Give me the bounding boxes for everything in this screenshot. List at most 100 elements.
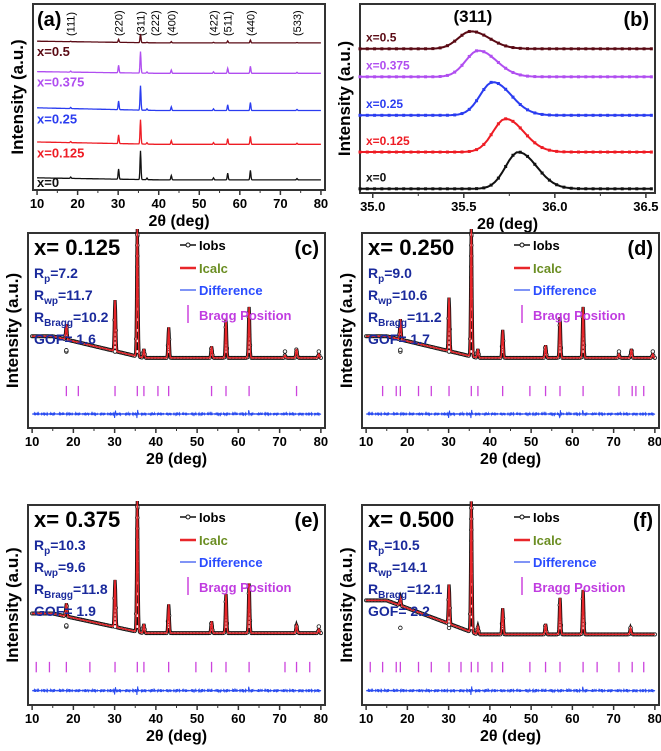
fit-statistic-subscript: wp	[377, 568, 392, 579]
x-tick-label: 70	[272, 711, 286, 726]
data-point	[613, 75, 617, 79]
fit-statistic: GOF= 1.7	[368, 331, 430, 347]
data-point	[642, 113, 646, 117]
data-point	[591, 75, 595, 79]
panel-label: (a)	[37, 9, 61, 31]
panel-c: 10 20 30 40 50 60 70 80 2θ (deg) Intensity (a.u.)…	[3, 228, 328, 468]
legend-difference-label: Difference	[533, 283, 597, 298]
series-label: x=0.375	[366, 59, 410, 73]
data-point	[584, 150, 588, 154]
fit-statistic-value: =9.0	[384, 265, 412, 281]
series-label: x=0.125	[366, 134, 410, 148]
x-axis-label: 2θ (deg)	[146, 451, 207, 468]
legend-icalc-label: Icalc	[533, 533, 562, 548]
data-point	[424, 47, 428, 51]
y-axis-label: Intensity (a.u.)	[335, 41, 354, 156]
data-point	[591, 150, 595, 154]
data-point	[365, 187, 369, 191]
legend-iobs-marker	[185, 514, 191, 520]
legend-difference-label: Difference	[199, 555, 263, 570]
legend-icalc-label: Icalc	[199, 533, 228, 548]
fit-statistic: RBragg=10.2	[34, 309, 109, 329]
data-point	[394, 75, 398, 79]
data-point	[394, 47, 398, 51]
fit-statistic-subscript: Bragg	[378, 590, 407, 601]
data-point	[489, 80, 493, 84]
x-tick-label: 50	[524, 434, 538, 449]
panel-f: 10 20 30 40 50 60 70 80 2θ (deg) Intensity (a.u.)…	[337, 501, 661, 745]
data-point	[402, 187, 406, 191]
data-point	[467, 54, 471, 58]
data-point	[598, 150, 602, 154]
x-tick-label: 40	[483, 434, 497, 449]
hkl-label: (220)	[114, 10, 126, 36]
data-point	[540, 146, 544, 150]
fit-statistic: Rwp=11.7	[34, 287, 93, 307]
iobs-point	[64, 623, 69, 628]
x-axis-label: 2θ (deg)	[477, 216, 538, 233]
data-point	[409, 187, 413, 191]
hkl-label: (511)	[223, 11, 235, 36]
hkl-label: (222)	[150, 10, 162, 36]
data-point	[635, 113, 639, 117]
data-point	[482, 88, 486, 92]
x-tick-label: 80	[314, 434, 328, 449]
data-point	[402, 113, 406, 117]
data-point	[482, 186, 486, 190]
data-point	[387, 75, 391, 79]
data-point	[606, 187, 610, 191]
fit-statistic-value: =9.6	[58, 559, 86, 575]
data-point	[620, 150, 624, 154]
composition-title: x= 0.500	[368, 507, 454, 532]
x-tick-label: 30	[107, 434, 121, 449]
data-point	[649, 187, 653, 191]
data-point	[475, 49, 479, 53]
data-point	[438, 187, 442, 191]
iobs-point	[398, 625, 403, 631]
series-label: x=0.5	[37, 44, 70, 59]
fit-statistic-subscript: Bragg	[44, 590, 73, 601]
series-label: x=0	[37, 175, 59, 190]
data-point	[591, 47, 595, 51]
data-point	[511, 119, 515, 123]
fit-statistic: Rp=9.0	[368, 265, 412, 285]
hkl-label: (111)	[66, 12, 78, 36]
data-point	[380, 75, 384, 79]
fit-statistic-value: =14.1	[392, 559, 428, 575]
data-point	[416, 150, 420, 154]
legend-difference-label: Difference	[199, 283, 263, 298]
panel-e: 10 20 30 40 50 60 70 80 2θ (deg) Intensity (a.u.)…	[3, 500, 328, 745]
x-axis-label: 2θ (deg)	[148, 213, 209, 230]
data-point	[606, 75, 610, 79]
data-point	[387, 47, 391, 51]
hkl-label: (422)	[208, 10, 220, 36]
data-point	[642, 47, 646, 51]
legend-iobs-marker	[185, 242, 191, 248]
data-point	[460, 187, 464, 191]
series-label: x=0.125	[37, 145, 84, 160]
data-point	[569, 186, 573, 190]
x-tick-label: 40	[149, 711, 163, 726]
x-tick-label: 30	[441, 434, 455, 449]
data-point	[511, 153, 515, 157]
y-axis-label: Intensity (a.u.)	[337, 547, 356, 662]
data-point	[475, 30, 479, 34]
x-tick-label: 10	[359, 434, 373, 449]
series-line	[360, 81, 652, 117]
data-point	[475, 187, 479, 191]
data-point	[533, 162, 537, 166]
data-point	[511, 95, 515, 99]
x-tick-label: 35.0	[360, 199, 385, 214]
data-point	[424, 75, 428, 79]
fit-statistic-subscript: Bragg	[378, 318, 407, 329]
data-point	[467, 107, 471, 111]
data-point	[409, 75, 413, 79]
data-point	[606, 150, 610, 154]
difference-line	[31, 686, 322, 695]
data-point	[453, 150, 457, 154]
data-point	[562, 150, 566, 154]
data-point	[620, 113, 624, 117]
data-point	[635, 47, 639, 51]
series-line	[37, 150, 321, 181]
data-point	[416, 113, 420, 117]
